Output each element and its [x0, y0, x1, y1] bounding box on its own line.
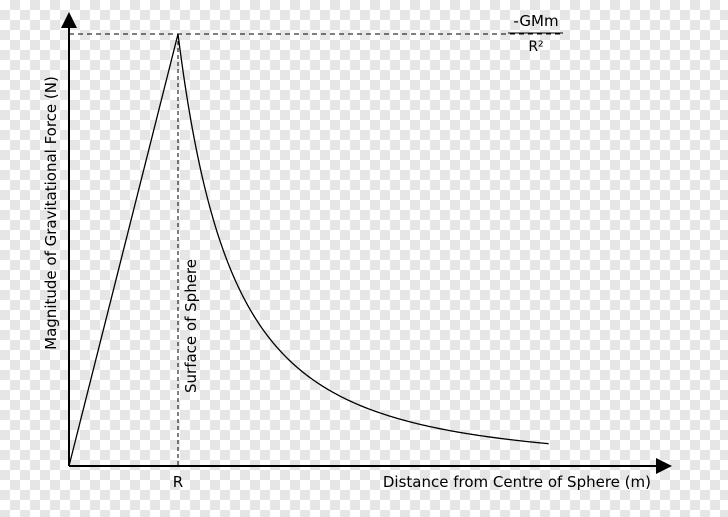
- peak-value-numerator: -GMm: [513, 12, 558, 30]
- peak-value-denominator: R²: [528, 39, 543, 55]
- guide-lines: [69, 33, 563, 466]
- outside-force-curve: [177, 33, 549, 445]
- inside-force-line: [68, 33, 179, 467]
- x-axis-label: Distance from Centre of Sphere (m): [383, 473, 651, 491]
- x-tick-label-r: R: [173, 473, 183, 491]
- y-axis-label: Magnitude of Gravitational Force (N): [42, 76, 60, 350]
- axes: [61, 12, 672, 474]
- surface-of-sphere-label: Surface of Sphere: [182, 259, 200, 393]
- series: [68, 33, 549, 467]
